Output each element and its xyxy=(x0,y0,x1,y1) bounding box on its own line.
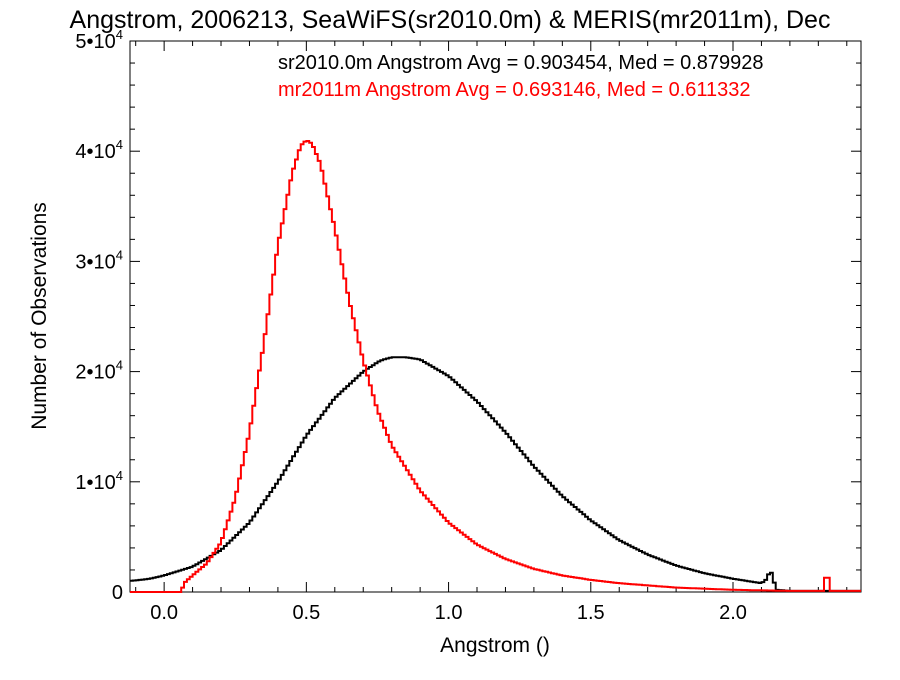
y-tick-label: 0 xyxy=(112,582,123,604)
legend-entry-red: mr2011m Angstrom Avg = 0.693146, Med = 0… xyxy=(278,79,751,101)
series-line-black xyxy=(130,356,861,592)
x-axis-label: Angstrom () xyxy=(440,634,550,657)
y-tick-label: 1•104 xyxy=(75,468,123,494)
chart-title: Angstrom, 2006213, SeaWiFS(sr2010.0m) & … xyxy=(70,6,831,34)
x-tick-label: 2.0 xyxy=(719,602,747,624)
y-axis-label: Number of Observations xyxy=(28,202,51,430)
legend-entry-black: sr2010.0m Angstrom Avg = 0.903454, Med =… xyxy=(278,52,764,74)
y-tick-label: 4•104 xyxy=(75,137,123,163)
y-tick-label: 5•104 xyxy=(75,27,123,53)
x-tick-label: 0.5 xyxy=(292,602,320,624)
plot-frame xyxy=(129,40,862,593)
x-tick-label: 0.0 xyxy=(150,602,178,624)
y-tick-label: 3•104 xyxy=(75,247,123,273)
x-tick-label: 1.0 xyxy=(435,602,463,624)
x-tick-label: 1.5 xyxy=(577,602,605,624)
series-line-red xyxy=(130,140,861,593)
y-tick-label: 2•104 xyxy=(75,358,123,384)
